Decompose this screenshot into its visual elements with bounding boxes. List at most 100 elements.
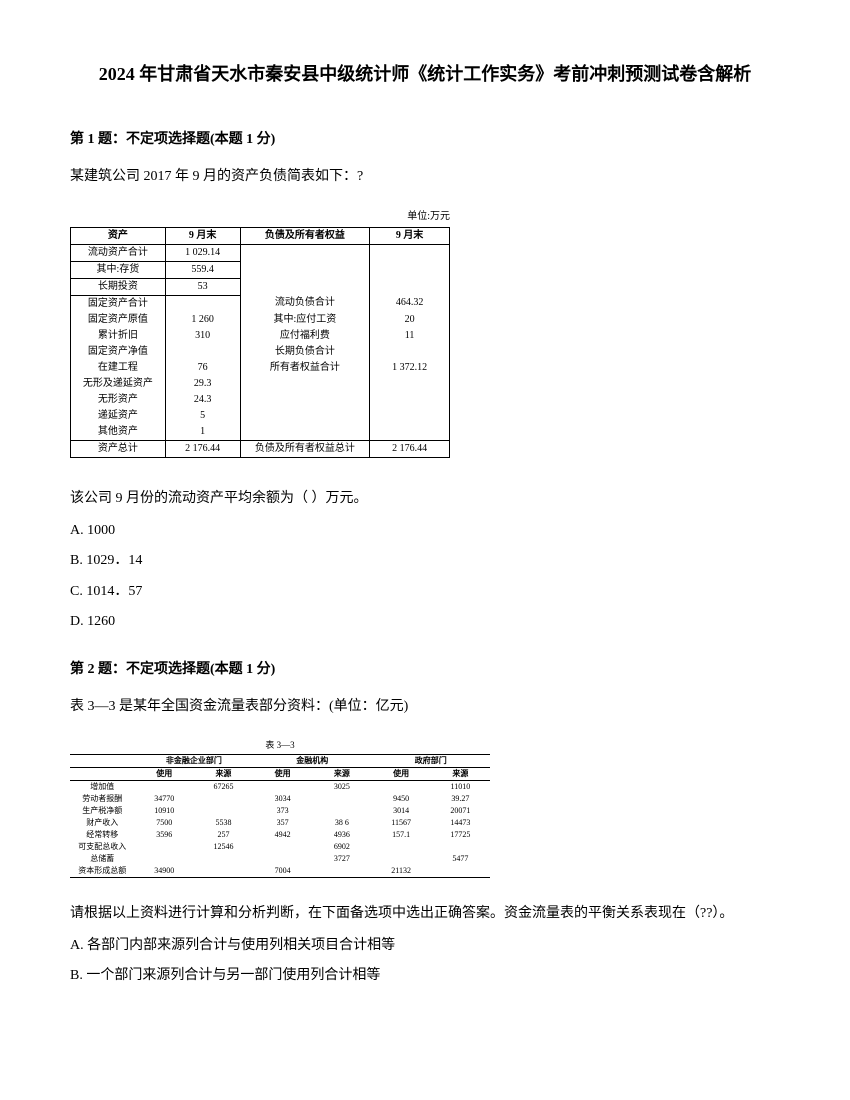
q1-balance-table: 资产 9 月末 负债及所有者权益 9 月末 流动资产合计1 029.14其中:存… — [70, 227, 450, 458]
td: 11010 — [431, 780, 490, 793]
td: 14473 — [431, 817, 490, 829]
table-row: 增加值67265302511010 — [70, 780, 490, 793]
th: 非金融企业部门 — [135, 754, 253, 767]
td: 资本形成总额 — [70, 865, 135, 878]
td — [370, 424, 450, 441]
td: 在建工程 — [71, 360, 166, 376]
td — [371, 853, 430, 865]
td — [312, 805, 371, 817]
td: 7500 — [135, 817, 194, 829]
document-title: 2024 年甘肃省天水市秦安县中级统计师《统计工作实务》考前冲刺预测试卷含解析 — [70, 60, 780, 89]
td: 5477 — [431, 853, 490, 865]
td — [370, 261, 450, 278]
td: 无形资产 — [71, 392, 166, 408]
table-row: 劳动者报酬347703034945039.27 — [70, 793, 490, 805]
td: 负债及所有者权益总计 — [240, 440, 370, 457]
td: 24.3 — [165, 392, 240, 408]
td: 其中:应付工资 — [240, 312, 370, 328]
th: 资产 — [71, 227, 166, 244]
table-row: 长期投资53 — [71, 278, 450, 295]
td — [240, 424, 370, 441]
td: 3727 — [312, 853, 371, 865]
td: 11567 — [371, 817, 430, 829]
td: 4942 — [253, 829, 312, 841]
th: 政府部门 — [371, 754, 490, 767]
td — [253, 780, 312, 793]
table-row: 在建工程76所有者权益合计1 372.12 — [71, 360, 450, 376]
table-row: 固定资产原值1 260其中:应付工资20 — [71, 312, 450, 328]
td: 310 — [165, 328, 240, 344]
td: 357 — [253, 817, 312, 829]
td — [240, 408, 370, 424]
td: 67265 — [194, 780, 253, 793]
q2-table-wrapper: 表 3—3 非金融企业部门 金融机构 政府部门 使用 来源 使用 来源 使用 来… — [70, 738, 780, 877]
td: 3596 — [135, 829, 194, 841]
th: 使用 — [371, 767, 430, 780]
table-row: 固定资产合计流动负债合计464.32 — [71, 295, 450, 312]
th: 金融机构 — [253, 754, 371, 767]
table-row: 生产税净额10910373301420071 — [70, 805, 490, 817]
q1-header: 第 1 题：不定项选择题(本题 1 分) — [70, 129, 780, 151]
td: 劳动者报酬 — [70, 793, 135, 805]
td — [194, 805, 253, 817]
td — [194, 865, 253, 878]
td — [240, 278, 370, 295]
td — [431, 865, 490, 878]
table-row: 固定资产净值长期负债合计 — [71, 344, 450, 360]
td — [371, 841, 430, 853]
td: 1 372.12 — [370, 360, 450, 376]
th: 来源 — [431, 767, 490, 780]
th: 9 月末 — [370, 227, 450, 244]
th: 使用 — [135, 767, 194, 780]
td: 3014 — [371, 805, 430, 817]
td: 157.1 — [371, 829, 430, 841]
td — [370, 392, 450, 408]
td — [253, 853, 312, 865]
td — [253, 841, 312, 853]
th: 使用 — [253, 767, 312, 780]
td — [240, 392, 370, 408]
td: 559.4 — [165, 261, 240, 278]
td: 2 176.44 — [370, 440, 450, 457]
th — [70, 767, 135, 780]
table-row: 可支配总收入125466902 — [70, 841, 490, 853]
td — [371, 780, 430, 793]
td: 76 — [165, 360, 240, 376]
td: 17725 — [431, 829, 490, 841]
td — [312, 865, 371, 878]
th: 来源 — [312, 767, 371, 780]
td — [135, 841, 194, 853]
table-row: 无形及递延资产29.3 — [71, 376, 450, 392]
table-row: 财产收入7500553835738 61156714473 — [70, 817, 490, 829]
td: 2 176.44 — [165, 440, 240, 457]
td: 5538 — [194, 817, 253, 829]
td: 34900 — [135, 865, 194, 878]
td: 3025 — [312, 780, 371, 793]
td: 可支配总收入 — [70, 841, 135, 853]
td: 生产税净额 — [70, 805, 135, 817]
th: 9 月末 — [165, 227, 240, 244]
table-row: 总储蓄37275477 — [70, 853, 490, 865]
td: 固定资产合计 — [71, 295, 166, 312]
th — [70, 754, 135, 767]
q1-table-unit: 单位:万元 — [70, 209, 450, 225]
td — [240, 261, 370, 278]
td — [135, 853, 194, 865]
td: 20 — [370, 312, 450, 328]
table-row: 递延资产5 — [71, 408, 450, 424]
td: 373 — [253, 805, 312, 817]
q2-fund-table: 非金融企业部门 金融机构 政府部门 使用 来源 使用 来源 使用 来源 增加值6… — [70, 754, 490, 878]
td — [370, 408, 450, 424]
q1-option-a: A. 1000 — [70, 520, 780, 542]
q2-option-b: B. 一个部门来源列合计与另一部门使用列合计相等 — [70, 965, 780, 987]
td — [312, 793, 371, 805]
q1-table-wrapper: 单位:万元 资产 9 月末 负债及所有者权益 9 月末 流动资产合计1 029.… — [70, 209, 780, 458]
td — [165, 295, 240, 312]
td — [194, 793, 253, 805]
td: 53 — [165, 278, 240, 295]
td — [240, 244, 370, 261]
q1-text: 某建筑公司 2017 年 9 月的资产负债简表如下：? — [70, 166, 780, 188]
table-header-row: 资产 9 月末 负债及所有者权益 9 月末 — [71, 227, 450, 244]
td — [135, 780, 194, 793]
table-row: 流动资产合计1 029.14 — [71, 244, 450, 261]
